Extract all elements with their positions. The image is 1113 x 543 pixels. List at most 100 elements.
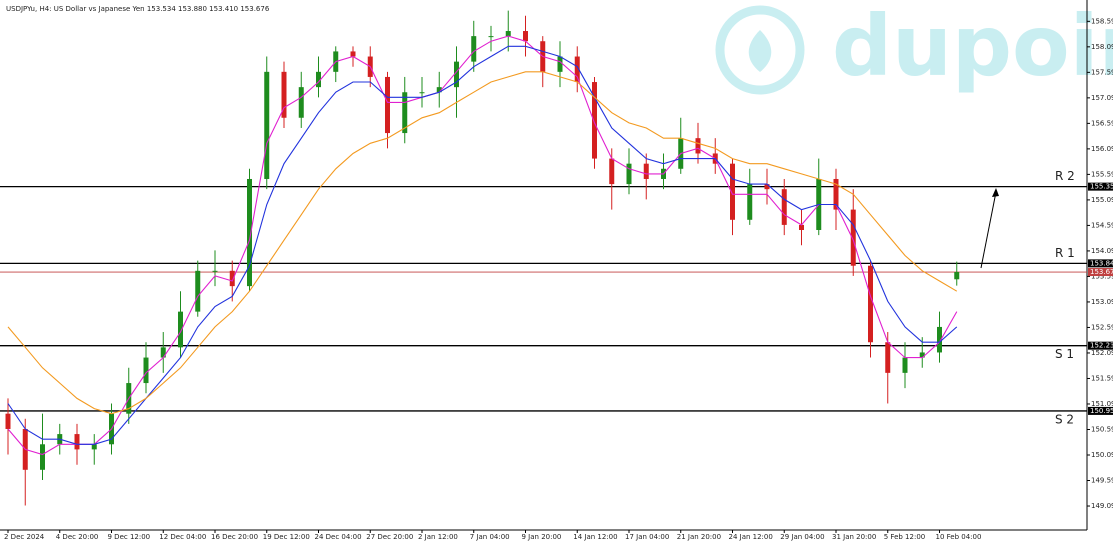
- candle-body: [74, 434, 80, 450]
- candle-body: [799, 224, 804, 230]
- level-price-label: 155.350: [1090, 183, 1113, 191]
- x-tick-label: 9 Jan 20:00: [522, 533, 562, 541]
- candle-body: [523, 31, 528, 42]
- candle-body: [419, 92, 425, 94]
- y-tick-label: 153.090: [1091, 298, 1113, 306]
- x-tick-label: 14 Jan 12:00: [573, 533, 617, 541]
- y-tick-label: 155.590: [1091, 170, 1113, 178]
- arrow: [980, 191, 997, 269]
- candle-body: [747, 184, 753, 220]
- level-name: R 2: [1055, 169, 1075, 183]
- x-tick-label: 10 Feb 04:00: [936, 533, 982, 541]
- y-tick-label: 158.590: [1091, 17, 1113, 25]
- level-price-box: [1088, 259, 1113, 268]
- candle-body: [937, 326, 942, 353]
- candle-body: [91, 444, 97, 450]
- x-tick-label: 29 Jan 04:00: [780, 533, 824, 541]
- candle-body: [781, 189, 787, 225]
- candle-body: [281, 71, 287, 118]
- y-tick-label: 158.090: [1091, 43, 1113, 51]
- x-tick-label: 4 Dec 20:00: [56, 533, 99, 541]
- candle-body: [264, 71, 270, 179]
- candle-body: [592, 82, 597, 159]
- x-tick-label: 2 Jan 12:00: [418, 533, 458, 541]
- x-tick-label: 27 Dec 20:00: [366, 533, 413, 541]
- candle-body: [350, 51, 356, 57]
- y-tick-label: 149.090: [1091, 502, 1113, 510]
- candle-body: [143, 357, 149, 384]
- candle-body: [885, 342, 891, 373]
- level-price-label: 153.846: [1090, 259, 1113, 267]
- chart-title: USDJPYu, H4: US Dollar vs Japanese Yen 1…: [6, 5, 270, 13]
- candle-body: [488, 36, 494, 38]
- y-tick-label: 157.090: [1091, 94, 1113, 102]
- candle-body: [919, 352, 925, 358]
- candle-body: [954, 272, 960, 280]
- x-tick-label: 24 Dec 04:00: [315, 533, 362, 541]
- candle-body: [436, 87, 442, 93]
- x-tick-label: 9 Dec 12:00: [108, 533, 151, 541]
- candle-body: [695, 138, 701, 154]
- candle-body: [160, 347, 166, 358]
- candle-body: [730, 163, 735, 220]
- x-tick-label: 21 Jan 20:00: [677, 533, 721, 541]
- candle-body: [764, 184, 770, 190]
- watermark-logo: [715, 5, 805, 95]
- last-price-label: 153.676: [1090, 268, 1113, 276]
- y-tick-label: 156.590: [1091, 119, 1113, 127]
- last-price-box: [1088, 268, 1113, 277]
- candle-body: [5, 413, 11, 429]
- x-tick-label: 16 Dec 20:00: [211, 533, 258, 541]
- candle-body: [557, 56, 563, 72]
- x-tick-label: 7 Jan 04:00: [470, 533, 510, 541]
- candle-body: [385, 76, 390, 134]
- x-tick-label: 31 Jan 20:00: [832, 533, 876, 541]
- moving-average: [7, 35, 958, 456]
- candle-body: [505, 31, 511, 37]
- candle-body: [609, 158, 615, 185]
- level-price-label: 152.233: [1090, 342, 1113, 350]
- y-tick-label: 150.590: [1091, 425, 1113, 433]
- level-name: S 2: [1055, 412, 1074, 426]
- y-tick-label: 151.090: [1091, 400, 1113, 408]
- moving-average: [7, 71, 958, 415]
- candle-body: [212, 270, 218, 272]
- y-tick-label: 152.590: [1091, 323, 1113, 331]
- candle-body: [574, 56, 580, 83]
- x-tick-label: 12 Dec 04:00: [159, 533, 206, 541]
- level-price-box: [1088, 341, 1113, 350]
- x-tick-label: 24 Jan 12:00: [729, 533, 773, 541]
- level-price-box: [1088, 182, 1113, 191]
- candle-body: [643, 163, 649, 179]
- y-tick-label: 149.590: [1091, 477, 1113, 485]
- watermark: dupoin: [832, 0, 1113, 95]
- candle-body: [229, 270, 235, 287]
- candle-body: [247, 178, 252, 287]
- y-tick-label: 150.090: [1091, 451, 1113, 459]
- y-tick-label: 155.090: [1091, 196, 1113, 204]
- candle-body: [178, 311, 183, 348]
- level-price-box: [1088, 406, 1113, 415]
- moving-average: [7, 45, 958, 445]
- x-tick-label: 2 Dec 2024: [4, 533, 45, 541]
- x-tick-label: 17 Jan 04:00: [625, 533, 669, 541]
- candle-body: [850, 209, 856, 266]
- y-tick-label: 154.590: [1091, 221, 1113, 229]
- y-tick-label: 154.090: [1091, 247, 1113, 255]
- candle-body: [402, 92, 408, 134]
- y-tick-label: 153.590: [1091, 272, 1113, 280]
- y-tick-label: 157.590: [1091, 68, 1113, 76]
- candle-body: [868, 265, 873, 343]
- level-price-label: 150.954: [1090, 407, 1113, 415]
- level-name: S 1: [1055, 347, 1074, 361]
- candle-body: [626, 163, 632, 185]
- candle-body: [40, 444, 45, 470]
- x-tick-label: 19 Dec 12:00: [263, 533, 310, 541]
- candle-body: [454, 61, 459, 88]
- y-tick-label: 156.090: [1091, 145, 1113, 153]
- x-tick-label: 5 Feb 12:00: [884, 533, 925, 541]
- level-name: R 1: [1055, 246, 1075, 260]
- candle-body: [833, 178, 839, 210]
- candle-body: [316, 71, 321, 88]
